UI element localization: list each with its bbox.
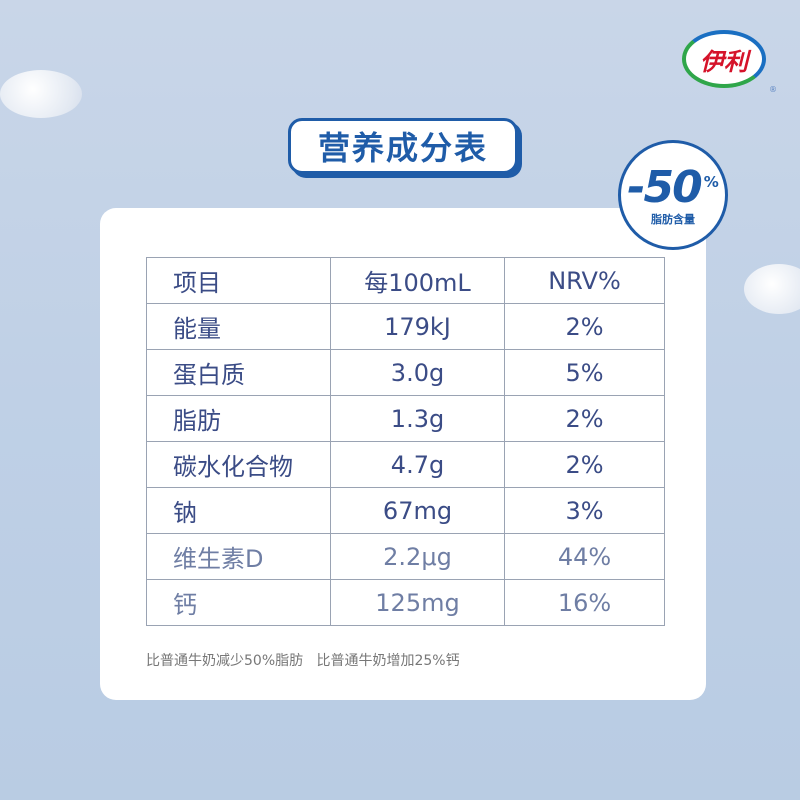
nutrient-amount: 67mg bbox=[330, 487, 505, 534]
nutrient-name: 脂肪 bbox=[146, 395, 331, 442]
nutrient-amount: 2.2μg bbox=[330, 533, 505, 580]
registered-mark: ® bbox=[769, 85, 777, 94]
nutrient-amount: 1.3g bbox=[330, 395, 505, 442]
nutrient-amount: 3.0g bbox=[330, 349, 505, 396]
nutrient-nrv: 16% bbox=[504, 579, 665, 626]
nutrient-name: 钙 bbox=[146, 579, 331, 626]
nutrient-nrv: 2% bbox=[504, 303, 665, 350]
nutrient-name: 蛋白质 bbox=[146, 349, 331, 396]
page-title: 营养成分表 bbox=[288, 118, 518, 174]
nutrition-table: 项目 每100mL NRV% 能量 179kJ 2% 蛋白质 3.0g 5% 脂肪 1.3g 2… bbox=[146, 257, 665, 626]
nutrient-amount: 179kJ bbox=[330, 303, 505, 350]
nutrient-nrv: 44% bbox=[504, 533, 665, 580]
brand-logo-text: 伊利 bbox=[700, 47, 748, 76]
cloud-left bbox=[0, 70, 82, 118]
table-row: 碳水化合物 4.7g 2% bbox=[146, 441, 665, 488]
footnote: 比普通牛奶减少50%脂肪 比普通牛奶增加25%钙 bbox=[146, 653, 460, 669]
header-item: 项目 bbox=[146, 257, 331, 304]
nutrient-nrv: 5% bbox=[504, 349, 665, 396]
badge-value: -50 bbox=[627, 161, 702, 213]
fat-reduction-badge: -50 % 脂肪含量 bbox=[618, 140, 728, 250]
nutrient-name: 碳水化合物 bbox=[146, 441, 331, 488]
table-row: 能量 179kJ 2% bbox=[146, 303, 665, 350]
brand-logo: 伊利 bbox=[682, 30, 766, 88]
nutrient-nrv: 3% bbox=[504, 487, 665, 534]
table-row: 钙 125mg 16% bbox=[146, 579, 665, 626]
badge-label: 脂肪含量 bbox=[651, 212, 695, 226]
nutrient-amount: 4.7g bbox=[330, 441, 505, 488]
nutrient-name: 维生素D bbox=[146, 533, 331, 580]
nutrient-name: 能量 bbox=[146, 303, 331, 350]
table-row: 蛋白质 3.0g 5% bbox=[146, 349, 665, 396]
table-row: 维生素D 2.2μg 44% bbox=[146, 533, 665, 580]
nutrient-nrv: 2% bbox=[504, 441, 665, 488]
nutrient-name: 钠 bbox=[146, 487, 331, 534]
table-header-row: 项目 每100mL NRV% bbox=[146, 257, 665, 304]
header-nrv: NRV% bbox=[504, 257, 665, 304]
header-per-100ml: 每100mL bbox=[330, 257, 505, 304]
cloud-right bbox=[744, 264, 800, 314]
badge-value-row: -50 % bbox=[627, 161, 719, 213]
badge-percent: % bbox=[703, 172, 719, 191]
table-row: 钠 67mg 3% bbox=[146, 487, 665, 534]
nutrient-amount: 125mg bbox=[330, 579, 505, 626]
table-row: 脂肪 1.3g 2% bbox=[146, 395, 665, 442]
nutrient-nrv: 2% bbox=[504, 395, 665, 442]
